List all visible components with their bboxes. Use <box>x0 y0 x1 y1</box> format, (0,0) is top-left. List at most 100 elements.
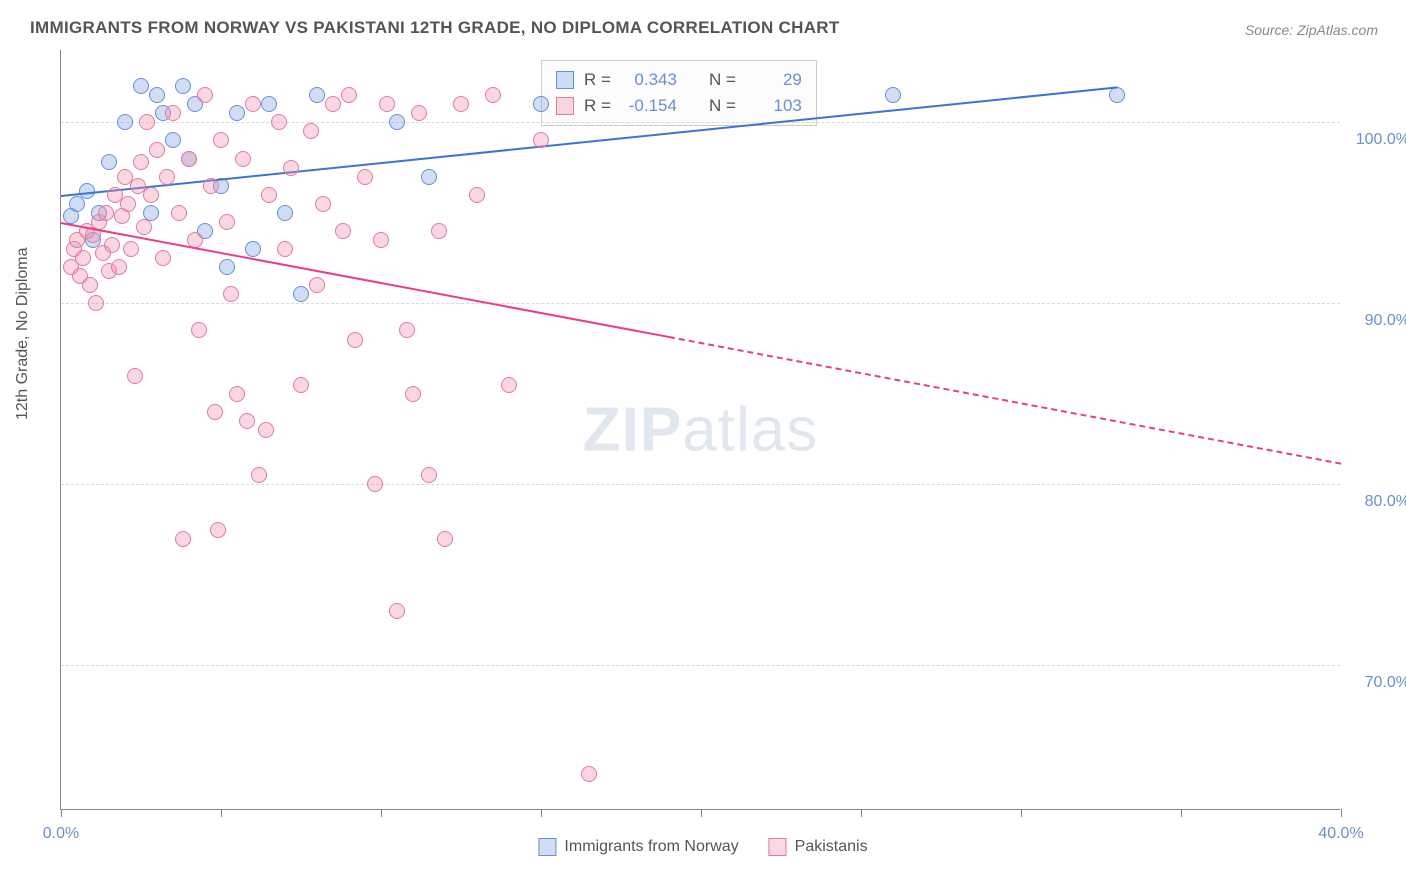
scatter-point <box>293 377 309 393</box>
legend-swatch <box>769 838 787 856</box>
x-tick <box>861 809 862 817</box>
scatter-point <box>213 132 229 148</box>
scatter-point <box>235 151 251 167</box>
scatter-point <box>277 241 293 257</box>
stats-row: R =0.343N =29 <box>556 67 802 93</box>
scatter-point <box>82 277 98 293</box>
scatter-point <box>379 96 395 112</box>
scatter-point <box>885 87 901 103</box>
scatter-point <box>165 105 181 121</box>
scatter-point <box>239 413 255 429</box>
scatter-point <box>309 87 325 103</box>
x-tick <box>221 809 222 817</box>
scatter-point <box>309 277 325 293</box>
x-tick <box>701 809 702 817</box>
scatter-point <box>245 241 261 257</box>
scatter-point <box>203 178 219 194</box>
x-tick-label: 40.0% <box>1318 825 1363 843</box>
legend-swatch <box>538 838 556 856</box>
scatter-point <box>271 114 287 130</box>
scatter-point <box>175 78 191 94</box>
series-swatch <box>556 71 574 89</box>
scatter-point <box>143 187 159 203</box>
gridline <box>61 122 1340 123</box>
n-value: 103 <box>746 96 802 116</box>
scatter-point <box>453 96 469 112</box>
scatter-point <box>88 295 104 311</box>
scatter-point <box>123 241 139 257</box>
scatter-point <box>127 368 143 384</box>
scatter-point <box>501 377 517 393</box>
r-value: 0.343 <box>621 70 677 90</box>
scatter-point <box>104 237 120 253</box>
scatter-point <box>181 151 197 167</box>
y-axis-label: 12th Grade, No Diploma <box>14 247 32 420</box>
scatter-point <box>485 87 501 103</box>
gridline <box>61 303 1340 304</box>
scatter-point <box>229 105 245 121</box>
legend-item: Immigrants from Norway <box>538 838 738 856</box>
scatter-point <box>149 87 165 103</box>
x-tick <box>381 809 382 817</box>
scatter-point <box>171 205 187 221</box>
scatter-point <box>219 259 235 275</box>
scatter-point <box>117 114 133 130</box>
trendline <box>61 222 669 338</box>
scatter-point <box>159 169 175 185</box>
scatter-point <box>207 404 223 420</box>
scatter-point <box>357 169 373 185</box>
scatter-point <box>219 214 235 230</box>
scatter-point <box>75 250 91 266</box>
scatter-point <box>98 205 114 221</box>
scatter-point <box>411 105 427 121</box>
scatter-point <box>315 196 331 212</box>
scatter-point <box>133 154 149 170</box>
source-attribution: Source: ZipAtlas.com <box>1245 22 1378 38</box>
scatter-point <box>175 531 191 547</box>
gridline <box>61 484 1340 485</box>
legend-label: Immigrants from Norway <box>564 838 738 856</box>
series-swatch <box>556 97 574 115</box>
x-tick <box>1341 809 1342 817</box>
scatter-point <box>347 332 363 348</box>
legend-item: Pakistanis <box>769 838 868 856</box>
trendline-extrapolated <box>669 336 1341 465</box>
y-tick-label: 90.0% <box>1350 312 1406 330</box>
scatter-point <box>155 250 171 266</box>
scatter-point <box>223 286 239 302</box>
gridline <box>61 665 1340 666</box>
scatter-point <box>389 603 405 619</box>
scatter-point <box>197 87 213 103</box>
scatter-point <box>405 386 421 402</box>
scatter-point <box>210 522 226 538</box>
scatter-point <box>120 196 136 212</box>
x-tick <box>1181 809 1182 817</box>
scatter-point <box>101 154 117 170</box>
scatter-point <box>283 160 299 176</box>
scatter-point <box>149 142 165 158</box>
y-tick-label: 70.0% <box>1350 674 1406 692</box>
scatter-point <box>133 78 149 94</box>
scatter-point <box>431 223 447 239</box>
chart-title: IMMIGRANTS FROM NORWAY VS PAKISTANI 12TH… <box>30 18 840 38</box>
scatter-point <box>581 766 597 782</box>
x-tick <box>541 809 542 817</box>
scatter-point <box>469 187 485 203</box>
scatter-point <box>261 96 277 112</box>
scatter-point <box>229 386 245 402</box>
scatter-point <box>293 286 309 302</box>
scatter-point <box>335 223 351 239</box>
scatter-point <box>367 476 383 492</box>
x-tick <box>61 809 62 817</box>
scatter-point <box>303 123 319 139</box>
legend-label: Pakistanis <box>795 838 868 856</box>
correlation-stats-box: R =0.343N =29R =-0.154N =103 <box>541 60 817 126</box>
x-tick-label: 0.0% <box>43 825 79 843</box>
scatter-point <box>533 132 549 148</box>
scatter-point <box>139 114 155 130</box>
scatter-point <box>421 467 437 483</box>
y-tick-label: 100.0% <box>1350 131 1406 149</box>
scatter-point <box>165 132 181 148</box>
scatter-point <box>191 322 207 338</box>
scatter-point <box>325 96 341 112</box>
